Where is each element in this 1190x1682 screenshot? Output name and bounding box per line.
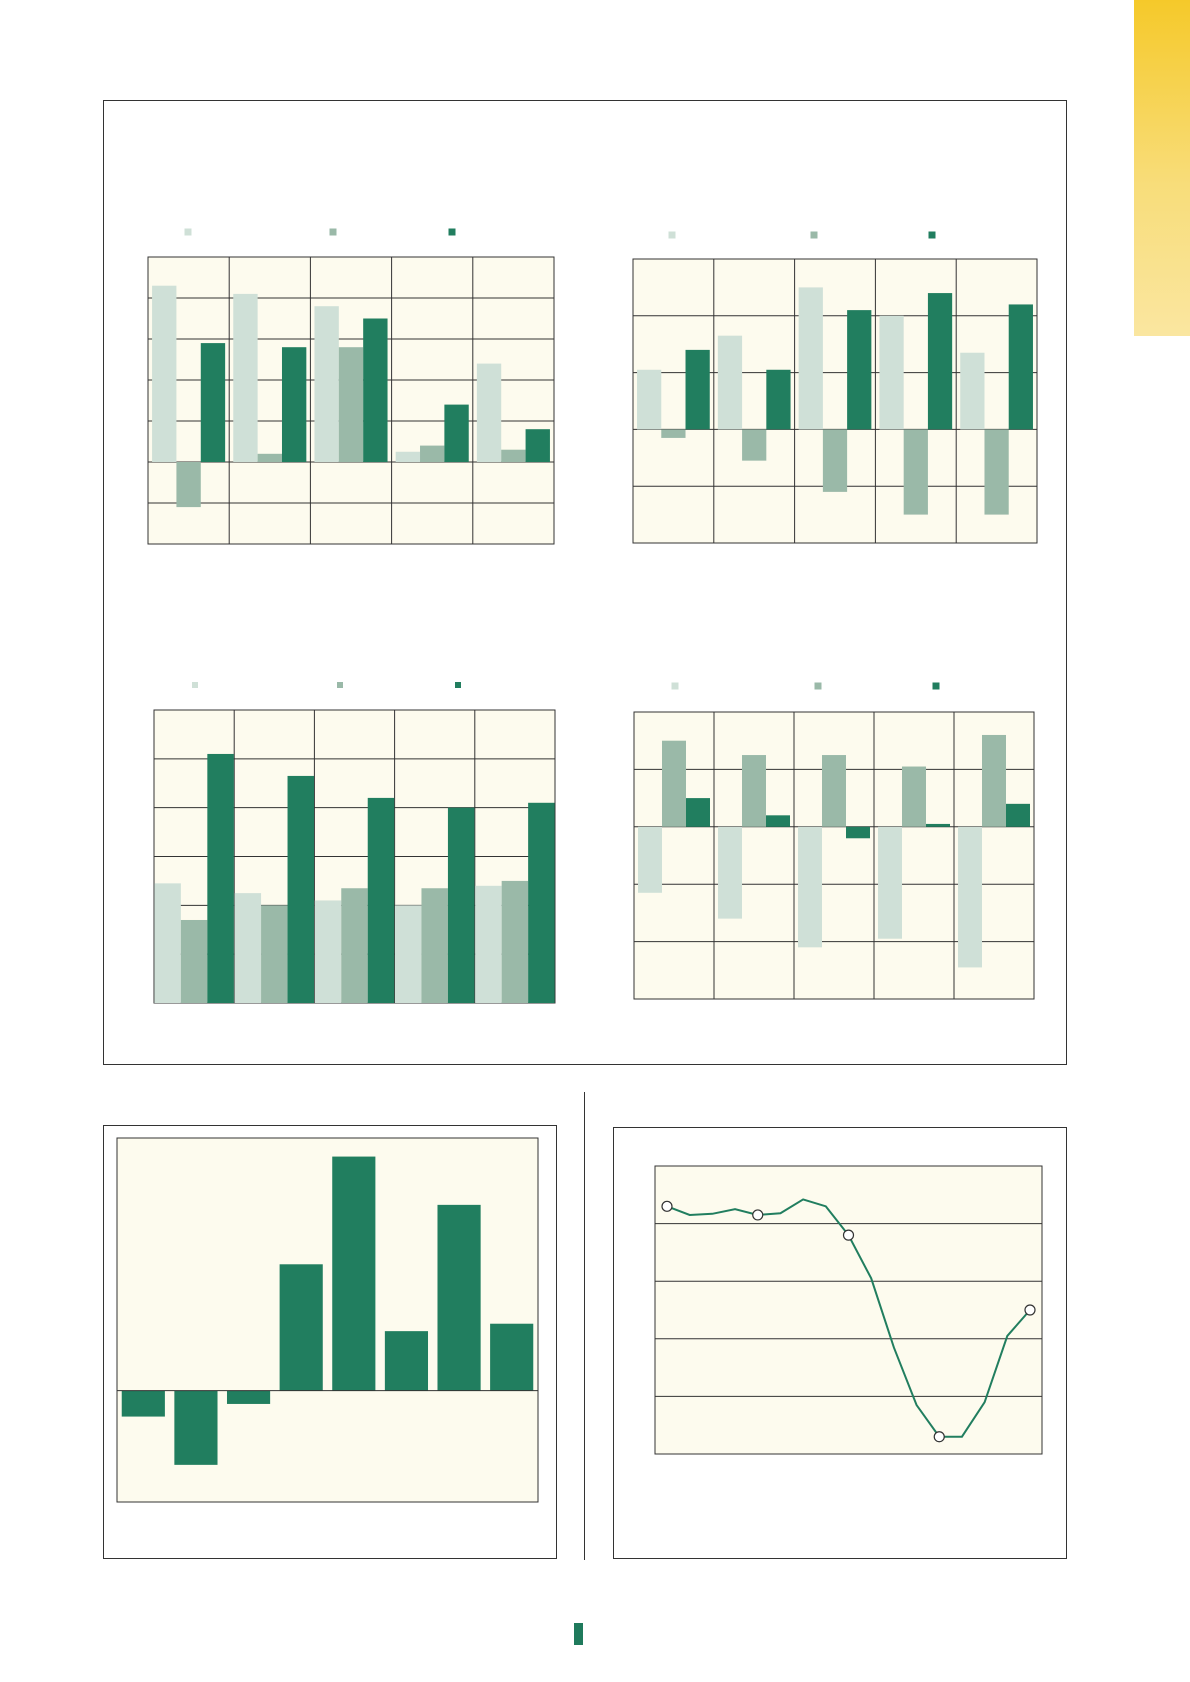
- bar: [685, 349, 710, 430]
- bar: [1008, 304, 1033, 430]
- bar: [847, 310, 872, 430]
- bar: [798, 826, 822, 948]
- chart-4: [633, 682, 1035, 1000]
- bar: [287, 775, 314, 1003]
- legend-swatch: [810, 231, 818, 239]
- bar: [314, 306, 339, 462]
- chart-1: [147, 228, 555, 545]
- bar: [686, 798, 710, 827]
- bar: [233, 293, 258, 462]
- bar: [367, 797, 395, 1003]
- bar: [846, 826, 870, 839]
- bar: [717, 335, 743, 430]
- bar: [501, 449, 526, 462]
- legend-swatch: [192, 682, 198, 688]
- bar: [766, 369, 791, 430]
- chart-3: [153, 682, 556, 1004]
- bar: [444, 404, 469, 462]
- bar: [154, 883, 181, 1003]
- chart-2: [632, 231, 1038, 544]
- bar: [926, 823, 950, 827]
- bar: [822, 755, 846, 827]
- section-tab: [1134, 0, 1190, 336]
- legend-swatch: [928, 231, 936, 239]
- bar: [637, 369, 662, 430]
- bar: [207, 753, 234, 1003]
- chart-6: [654, 1165, 1043, 1455]
- page-marker: [574, 1623, 583, 1645]
- bar: [176, 462, 201, 508]
- bar: [180, 919, 208, 1003]
- bar: [421, 888, 448, 1003]
- bar: [490, 1323, 534, 1391]
- bar: [501, 880, 529, 1003]
- bar: [257, 453, 282, 462]
- bar: [958, 826, 982, 968]
- bar: [766, 815, 790, 827]
- legend-swatch: [455, 682, 461, 688]
- bar: [200, 343, 226, 462]
- bar: [332, 1156, 376, 1391]
- bar: [338, 347, 364, 462]
- bar: [314, 900, 342, 1003]
- bar: [662, 740, 686, 827]
- bar: [395, 905, 422, 1003]
- bar: [174, 1390, 218, 1465]
- bar: [878, 826, 902, 939]
- bar: [1006, 803, 1030, 827]
- bar: [261, 905, 288, 1003]
- legend-swatch: [668, 231, 676, 239]
- point-marker: [1024, 1304, 1036, 1316]
- bar: [363, 318, 388, 462]
- point-marker: [661, 1200, 673, 1212]
- plot-area: [654, 1165, 1043, 1455]
- bar: [437, 1204, 481, 1391]
- bar: [475, 885, 502, 1003]
- bar: [742, 429, 767, 461]
- legend-swatch: [184, 228, 192, 236]
- bar: [384, 1331, 429, 1391]
- bar: [528, 802, 555, 1003]
- bar: [927, 293, 953, 430]
- bar: [798, 287, 823, 430]
- bar: [420, 445, 445, 462]
- bar: [121, 1390, 165, 1417]
- bar: [281, 347, 307, 462]
- legend-swatch: [448, 228, 456, 236]
- bar: [226, 1390, 271, 1404]
- column-divider: [584, 1092, 585, 1560]
- bar: [447, 807, 475, 1003]
- bar: [902, 766, 926, 827]
- bar: [742, 755, 766, 827]
- bar: [982, 734, 1006, 827]
- legend-swatch: [671, 682, 679, 690]
- legend-swatch: [814, 682, 822, 690]
- bar: [984, 429, 1009, 515]
- bar: [879, 315, 904, 430]
- bar: [341, 888, 368, 1003]
- bar: [718, 826, 742, 919]
- bar: [903, 429, 928, 515]
- bar: [638, 826, 662, 893]
- point-marker: [842, 1229, 855, 1241]
- bar: [152, 285, 177, 462]
- chart-5: [116, 1137, 539, 1503]
- point-marker: [933, 1431, 945, 1443]
- bar: [661, 429, 686, 438]
- bar: [525, 429, 550, 462]
- bar: [960, 352, 985, 430]
- bar: [822, 429, 848, 492]
- point-marker: [752, 1209, 764, 1221]
- bar: [279, 1264, 323, 1391]
- legend-swatch: [932, 682, 940, 690]
- legend-swatch: [329, 228, 337, 236]
- bar: [395, 451, 421, 462]
- bar: [234, 893, 262, 1003]
- legend-swatch: [337, 682, 343, 688]
- bar: [476, 363, 502, 462]
